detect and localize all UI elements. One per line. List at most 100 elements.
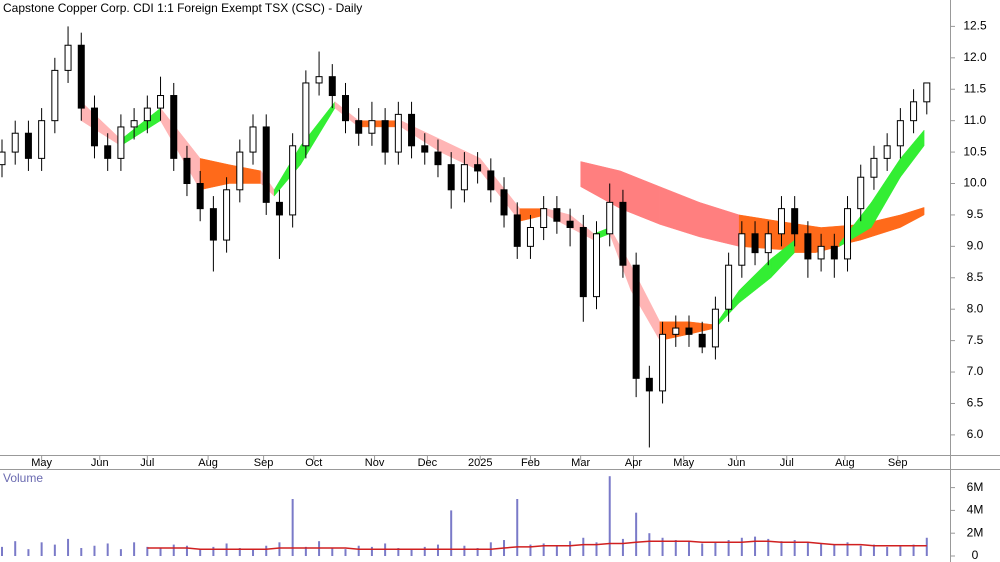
x-tick-label: Jun	[728, 457, 746, 469]
volume-label: Volume	[3, 471, 43, 485]
x-tick-label: Jul	[780, 457, 794, 469]
volume-bar	[687, 541, 690, 556]
candle-body	[526, 227, 534, 247]
volume-bar	[727, 540, 730, 556]
candle-body	[328, 76, 336, 97]
volume-bar	[436, 544, 439, 556]
candle-body	[51, 69, 59, 122]
candle-body	[302, 82, 310, 147]
x-tick-label: Sep	[254, 457, 274, 469]
volume-bar	[304, 546, 307, 556]
x-tick-label: Apr	[625, 457, 642, 469]
x-tick-label: Aug	[198, 457, 218, 469]
candle-body	[540, 208, 548, 228]
volume-bar	[53, 544, 56, 556]
volume-bar	[291, 499, 294, 556]
volume-bar	[252, 549, 255, 556]
volume-bar	[635, 512, 638, 556]
volume-bar	[859, 545, 862, 556]
volume-bar	[780, 541, 783, 556]
candle-body	[632, 264, 640, 379]
volume-bar	[212, 546, 215, 556]
x-tick-label: Jun	[91, 457, 109, 469]
candle-body	[579, 227, 587, 298]
x-tick-label: Dec	[418, 457, 438, 469]
candle-body	[289, 145, 297, 216]
x-tick-label: Sep	[888, 457, 908, 469]
candle-body	[764, 233, 772, 254]
x-tick-label: Mar	[571, 457, 590, 469]
y-tick-label: 7.5	[967, 333, 984, 347]
candle-body	[751, 233, 759, 254]
candle-body	[381, 120, 389, 153]
volume-bar	[67, 538, 70, 556]
x-tick-label: 2025	[468, 457, 492, 469]
candle-body	[513, 214, 521, 247]
volume-bar	[450, 510, 453, 556]
band-segment	[900, 129, 925, 178]
candles	[0, 26, 931, 448]
y-tick-label: 12.0	[963, 50, 987, 64]
candle-body	[434, 151, 442, 166]
y-tick-label: 9.0	[967, 239, 984, 253]
candle-body	[857, 176, 865, 210]
candle-body	[368, 120, 376, 134]
volume-bar	[740, 537, 743, 556]
volume-bar	[199, 549, 202, 556]
candle-body	[645, 377, 653, 392]
candle-body	[64, 44, 72, 71]
volume-ma-line	[147, 540, 927, 550]
candle-body	[249, 126, 257, 153]
volume-tick-label: 6M	[967, 480, 984, 494]
candle-body	[117, 126, 125, 159]
volume-bar	[820, 543, 823, 556]
candle-body	[447, 164, 455, 191]
volume-bar	[40, 542, 43, 556]
candle-body	[157, 95, 165, 109]
volume-bar	[265, 545, 268, 556]
volume-bar	[93, 545, 96, 556]
volume-bar	[912, 544, 915, 556]
candle-body	[24, 132, 32, 159]
candle-body	[777, 208, 785, 235]
volume-bar	[133, 542, 136, 556]
x-tick-label: Nov	[365, 457, 385, 469]
candle-body	[553, 208, 561, 222]
candle-body	[870, 157, 878, 178]
y-tick-label: 10.5	[963, 144, 987, 158]
volume-bar	[159, 548, 162, 556]
band-segment	[900, 207, 925, 228]
candle-body	[341, 95, 349, 122]
x-tick-label: Feb	[521, 457, 540, 469]
y-tick-label: 8.0	[967, 301, 984, 315]
volume-tick-label: 0	[972, 548, 979, 562]
candle-body	[593, 233, 601, 298]
volume-bar	[476, 548, 479, 556]
candle-body	[606, 201, 614, 235]
volume-bar	[344, 549, 347, 556]
candle-body	[355, 120, 363, 134]
volume-bar	[555, 545, 558, 556]
candle-body	[460, 164, 468, 191]
volume-bar	[886, 546, 889, 556]
volume-bar	[806, 542, 809, 556]
chart-title: Capstone Copper Corp. CDI 1:1 Foreign Ex…	[3, 1, 362, 15]
volume-tick-label: 2M	[967, 525, 984, 539]
candle-body	[209, 208, 217, 241]
volume-bar	[331, 548, 334, 556]
candle-body	[408, 113, 416, 147]
volume-bar	[80, 548, 83, 556]
candle-body	[315, 76, 323, 84]
volume-bar	[542, 543, 545, 556]
volume-bar	[621, 538, 624, 556]
candle-body	[910, 101, 918, 122]
x-tick-label: Oct	[305, 457, 322, 469]
candle-body	[817, 245, 825, 260]
y-tick-label: 10.0	[963, 176, 987, 190]
candle-body	[685, 327, 693, 335]
volume-bar	[648, 533, 651, 556]
candle-body	[183, 157, 191, 185]
volume-bar	[423, 546, 426, 556]
